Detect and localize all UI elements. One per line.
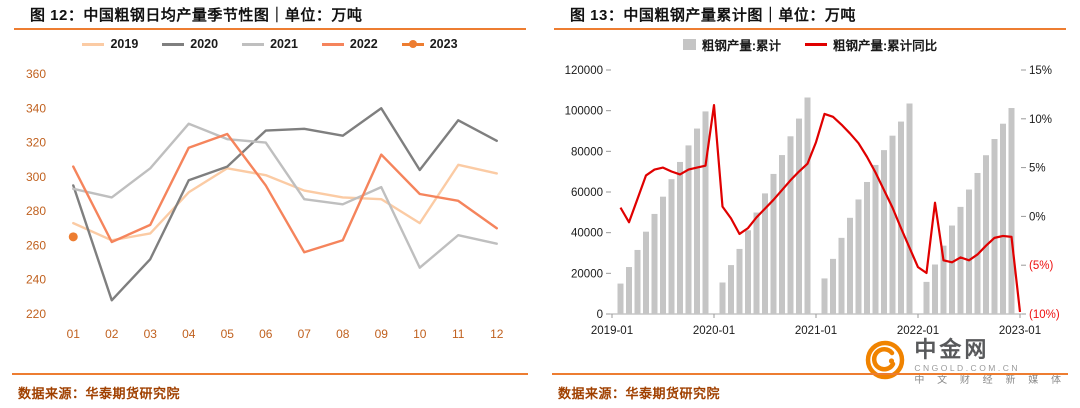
- svg-text:80000: 80000: [571, 146, 603, 158]
- legend-label: 2020: [190, 37, 219, 51]
- figure12-title: 图 12：中国粗钢日均产量季节性图｜单位：万吨: [30, 6, 363, 24]
- bar-swatch: [682, 38, 696, 50]
- legend-item-2023: 2023: [401, 37, 458, 51]
- figure12-footer: 数据来源：华泰期货研究院: [12, 373, 528, 403]
- svg-text:20000: 20000: [571, 268, 603, 280]
- svg-text:280: 280: [26, 204, 46, 218]
- cngold-logo-icon: [864, 339, 906, 386]
- svg-text:360: 360: [26, 67, 46, 81]
- line-swatch: [162, 42, 185, 46]
- svg-text:05: 05: [221, 327, 235, 341]
- figure13-source: 数据来源：华泰期货研究院: [558, 386, 721, 401]
- legend-label: 2022: [349, 37, 378, 51]
- series-2022: [72, 132, 498, 254]
- figure12-source: 数据来源：华泰期货研究院: [18, 386, 181, 401]
- legend-item-2022: 2022: [321, 37, 378, 51]
- svg-text:2022-01: 2022-01: [897, 325, 939, 337]
- legend-item-2021: 2021: [242, 37, 298, 51]
- svg-text:5%: 5%: [1029, 163, 1046, 175]
- svg-text:(5%): (5%): [1029, 260, 1053, 272]
- legend-item-2020: 2020: [162, 37, 218, 51]
- x-axis-labels: 2019-01 2020-01 2021-01 2022-01 2023-01: [591, 314, 1041, 337]
- left-axis: 0 20000 40000 60000 80000 100000 120000: [565, 65, 611, 321]
- svg-text:2020-01: 2020-01: [693, 325, 735, 337]
- svg-text:60000: 60000: [571, 187, 603, 199]
- cumulative-bar-chart: 0 20000 40000 60000 80000 100000 120000 15% 10% 5…: [565, 65, 1060, 337]
- cumulative-bars: [617, 97, 1015, 315]
- svg-text:06: 06: [259, 327, 273, 341]
- legend-label: 2019: [110, 37, 139, 51]
- legend-label: 粗钢产量:累计同比: [833, 38, 938, 53]
- series-2019: [72, 163, 498, 242]
- figure12-header: 图 12：中国粗钢日均产量季节性图｜单位：万吨: [14, 0, 526, 30]
- legend-item-cumulative: 粗钢产量:累计: [682, 35, 781, 54]
- line-swatch: [242, 42, 265, 46]
- figure13-chart-area: 0 20000 40000 60000 80000 100000 120000 15% 10% 5…: [550, 58, 1070, 358]
- svg-text:340: 340: [26, 101, 46, 115]
- svg-text:240: 240: [26, 273, 46, 287]
- watermark-tagline: 中 文 财 经 新 媒 体: [914, 374, 1066, 386]
- cngold-watermark: 中金网 CNGOLD.COM.CN 中 文 财 经 新 媒 体: [864, 338, 1066, 386]
- x-axis-labels: 01 02 03 04 05 06 07 08 09 10 11 12: [67, 327, 504, 341]
- svg-text:09: 09: [375, 327, 389, 341]
- svg-text:2021-01: 2021-01: [795, 325, 837, 337]
- svg-text:03: 03: [144, 327, 158, 341]
- svg-text:15%: 15%: [1029, 65, 1052, 77]
- line-swatch: [82, 42, 105, 46]
- line-swatch: [321, 42, 344, 46]
- figure13-header: 图 13：中国粗钢产量累计图｜单位：万吨: [554, 0, 1066, 30]
- watermark-brand: 中金网: [914, 337, 990, 363]
- legend-label: 粗钢产量:累计: [701, 38, 781, 53]
- svg-text:07: 07: [298, 327, 312, 341]
- svg-text:(10%): (10%): [1029, 309, 1060, 321]
- svg-text:100000: 100000: [565, 106, 603, 118]
- svg-text:0: 0: [597, 309, 603, 321]
- right-axis: 15% 10% 5% 0% (5%) (10%): [1021, 65, 1060, 321]
- watermark-domain: CNGOLD.COM.CN: [914, 362, 1021, 373]
- series-2020: [72, 107, 498, 302]
- svg-text:120000: 120000: [565, 65, 603, 77]
- line-swatch: [805, 42, 827, 46]
- seasonal-line-chart: 220 240 260 280 300 320 340 360 01 02 03 04 05 06 07 08…: [26, 67, 504, 341]
- svg-text:260: 260: [26, 238, 46, 252]
- figure13-legend: 粗钢产量:累计 粗钢产量:累计同比: [550, 30, 1070, 58]
- svg-text:08: 08: [336, 327, 350, 341]
- svg-text:10%: 10%: [1029, 114, 1052, 126]
- svg-text:40000: 40000: [571, 228, 603, 240]
- svg-text:2019-01: 2019-01: [591, 325, 633, 337]
- legend-label: 2023: [429, 37, 458, 51]
- figure13-footer: 数据来源：华泰期货研究院: [552, 373, 1068, 403]
- watermark-text-block: 中金网 CNGOLD.COM.CN 中 文 财 经 新 媒 体: [914, 338, 1066, 386]
- legend-item-2019: 2019: [82, 37, 138, 51]
- figure13-title: 图 13：中国粗钢产量累计图｜单位：万吨: [570, 6, 856, 24]
- svg-text:02: 02: [105, 327, 119, 341]
- legend-label: 2021: [270, 37, 298, 51]
- series-2023: [68, 232, 78, 242]
- panel-figure-12: 图 12：中国粗钢日均产量季节性图｜单位：万吨 2019 2020 2021 2022…: [10, 0, 530, 403]
- svg-text:11: 11: [452, 327, 465, 341]
- svg-text:320: 320: [26, 136, 46, 150]
- svg-text:01: 01: [67, 327, 81, 341]
- line-dot-swatch: [401, 40, 424, 48]
- figure12-chart-area: 220 240 260 280 300 320 340 360 01 02 03 04 05 06 07 08…: [10, 58, 530, 358]
- legend-item-yoy: 粗钢产量:累计同比: [805, 35, 937, 54]
- svg-text:0%: 0%: [1029, 211, 1046, 223]
- svg-text:12: 12: [490, 327, 504, 341]
- svg-text:2023-01: 2023-01: [999, 325, 1041, 337]
- y-axis-labels: 220 240 260 280 300 320 340 360: [26, 67, 46, 321]
- figure12-legend: 2019 2020 2021 2022 2023: [10, 30, 530, 58]
- svg-text:10: 10: [413, 327, 427, 341]
- svg-text:220: 220: [26, 307, 46, 321]
- svg-text:300: 300: [26, 170, 46, 184]
- yoy-line: [619, 104, 1022, 313]
- series-2021: [72, 122, 498, 269]
- svg-text:04: 04: [182, 327, 196, 341]
